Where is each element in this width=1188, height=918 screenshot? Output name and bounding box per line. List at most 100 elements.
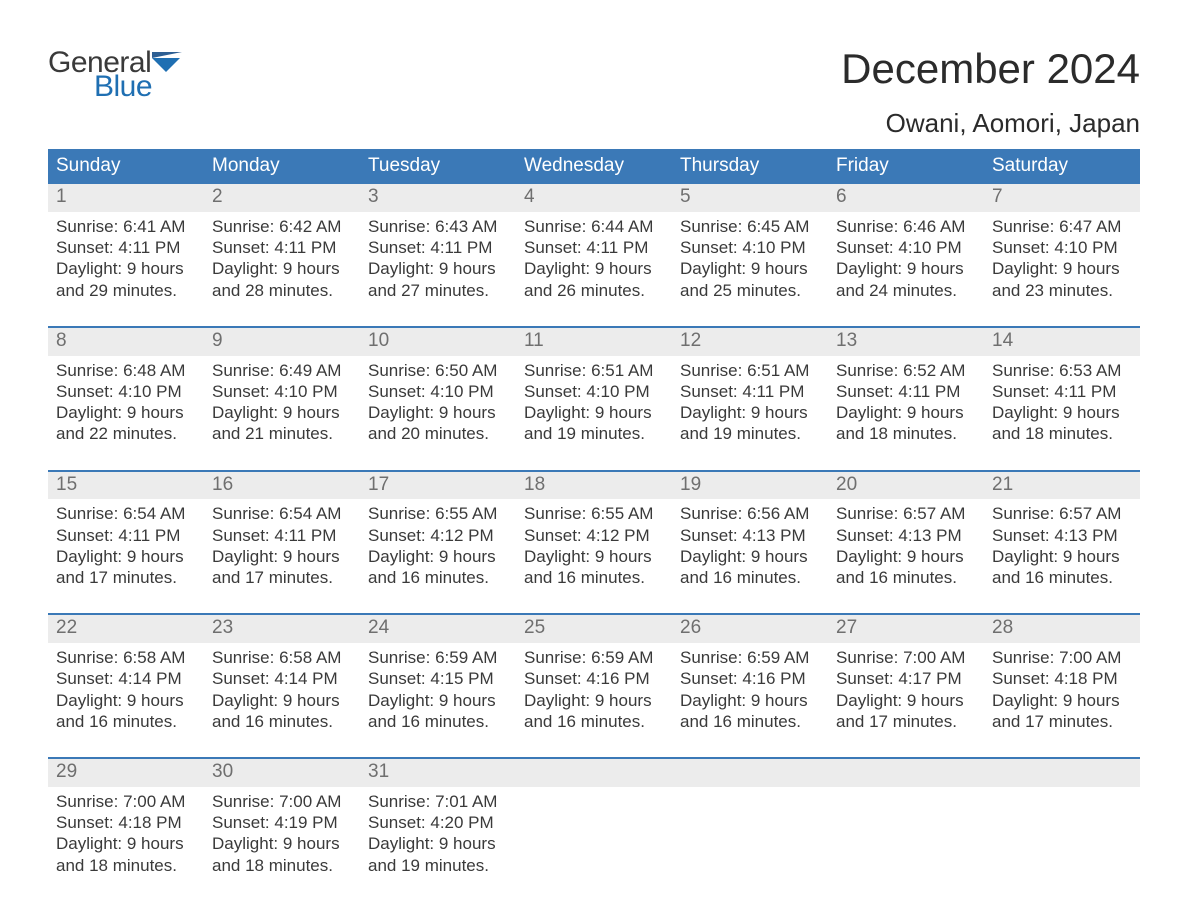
sunset-line: Sunset: 4:12 PM — [524, 525, 664, 546]
sunrise-line: Sunrise: 7:00 AM — [836, 647, 976, 668]
brand-word-2: Blue — [94, 72, 152, 102]
sunrise-line: Sunrise: 6:41 AM — [56, 216, 196, 237]
daylight-line-2: and 18 minutes. — [212, 855, 352, 876]
day-number: . — [828, 759, 984, 787]
sunset-line: Sunset: 4:10 PM — [212, 381, 352, 402]
sunrise-line: Sunrise: 7:00 AM — [212, 791, 352, 812]
daylight-line-2: and 17 minutes. — [836, 711, 976, 732]
day-details: Sunrise: 6:48 AMSunset: 4:10 PMDaylight:… — [48, 356, 204, 452]
day-number: . — [984, 759, 1140, 787]
sunset-line: Sunset: 4:11 PM — [56, 525, 196, 546]
sunset-line: Sunset: 4:10 PM — [680, 237, 820, 258]
sunrise-line: Sunrise: 6:49 AM — [212, 360, 352, 381]
sunrise-line: Sunrise: 6:42 AM — [212, 216, 352, 237]
day-details: Sunrise: 6:42 AMSunset: 4:11 PMDaylight:… — [204, 212, 360, 308]
sunrise-line: Sunrise: 6:59 AM — [368, 647, 508, 668]
calendar-day: . — [516, 759, 672, 883]
day-number: 1 — [48, 184, 204, 212]
day-details: Sunrise: 6:55 AMSunset: 4:12 PMDaylight:… — [516, 499, 672, 595]
sunrise-line: Sunrise: 6:54 AM — [56, 503, 196, 524]
calendar-day: 15Sunrise: 6:54 AMSunset: 4:11 PMDayligh… — [48, 472, 204, 596]
daylight-line-2: and 16 minutes. — [212, 711, 352, 732]
day-details: Sunrise: 6:44 AMSunset: 4:11 PMDaylight:… — [516, 212, 672, 308]
day-number: 28 — [984, 615, 1140, 643]
sunset-line: Sunset: 4:19 PM — [212, 812, 352, 833]
daylight-line-1: Daylight: 9 hours — [680, 546, 820, 567]
daylight-line-2: and 16 minutes. — [524, 567, 664, 588]
day-details: Sunrise: 6:57 AMSunset: 4:13 PMDaylight:… — [828, 499, 984, 595]
sunset-line: Sunset: 4:10 PM — [992, 237, 1132, 258]
daylight-line-2: and 19 minutes. — [368, 855, 508, 876]
day-number: 13 — [828, 328, 984, 356]
calendar-week: 1 Sunrise: 6:41 AMSunset: 4:11 PM Daylight… — [48, 184, 1140, 308]
weekday-header: Monday — [204, 149, 360, 184]
day-number: 24 — [360, 615, 516, 643]
sunset-line: Sunset: 4:16 PM — [524, 668, 664, 689]
flag-icon — [152, 52, 186, 83]
calendar-week: 15Sunrise: 6:54 AMSunset: 4:11 PMDayligh… — [48, 470, 1140, 596]
daylight-line-2: and 16 minutes. — [680, 567, 820, 588]
daylight-line-1: Daylight: 9 hours — [836, 690, 976, 711]
location-text: Owani, Aomori, Japan — [841, 108, 1140, 139]
day-details — [828, 787, 984, 791]
day-details: Sunrise: 6:49 AMSunset: 4:10 PMDaylight:… — [204, 356, 360, 452]
sunrise-line: Sunrise: 6:58 AM — [212, 647, 352, 668]
day-number: 5 — [672, 184, 828, 212]
day-details: Sunrise: 6:59 AMSunset: 4:15 PMDaylight:… — [360, 643, 516, 739]
daylight-line-2: and 25 minutes. — [680, 280, 820, 301]
day-number: 19 — [672, 472, 828, 500]
sunrise-line: Sunrise: 6:55 AM — [368, 503, 508, 524]
calendar-day: 19Sunrise: 6:56 AMSunset: 4:13 PMDayligh… — [672, 472, 828, 596]
weekday-header: Saturday — [984, 149, 1140, 184]
header-row: General Blue December 2024 Owani, Aomori… — [48, 48, 1140, 139]
sunrise-line: Sunrise: 6:48 AM — [56, 360, 196, 381]
calendar-day: 26Sunrise: 6:59 AMSunset: 4:16 PMDayligh… — [672, 615, 828, 739]
sunrise-line: Sunrise: 6:43 AM — [368, 216, 508, 237]
day-details: Sunrise: 6:51 AMSunset: 4:11 PMDaylight:… — [672, 356, 828, 452]
sunset-line: Sunset: 4:18 PM — [992, 668, 1132, 689]
calendar-day: 25Sunrise: 6:59 AMSunset: 4:16 PMDayligh… — [516, 615, 672, 739]
daylight-line-2: and 16 minutes. — [368, 567, 508, 588]
sunrise-line: Sunrise: 6:58 AM — [56, 647, 196, 668]
sunset-line: Sunset: 4:11 PM — [56, 237, 196, 258]
day-number: 25 — [516, 615, 672, 643]
sunset-line: Sunset: 4:10 PM — [368, 381, 508, 402]
calendar-day: 7Sunrise: 6:47 AMSunset: 4:10 PMDaylight… — [984, 184, 1140, 308]
weekday-header: Friday — [828, 149, 984, 184]
daylight-line-2: and 19 minutes. — [680, 423, 820, 444]
sunset-line: Sunset: 4:18 PM — [56, 812, 196, 833]
calendar-day: 18Sunrise: 6:55 AMSunset: 4:12 PMDayligh… — [516, 472, 672, 596]
day-details: Sunrise: 6:59 AMSunset: 4:16 PMDaylight:… — [672, 643, 828, 739]
sunrise-line: Sunrise: 6:45 AM — [680, 216, 820, 237]
calendar-week: 8Sunrise: 6:48 AMSunset: 4:10 PMDaylight… — [48, 326, 1140, 452]
sunrise-line: Sunrise: 6:57 AM — [836, 503, 976, 524]
day-details: Sunrise: 7:00 AMSunset: 4:17 PMDaylight:… — [828, 643, 984, 739]
daylight-line-2: and 22 minutes. — [56, 423, 196, 444]
calendar-day: 27Sunrise: 7:00 AMSunset: 4:17 PMDayligh… — [828, 615, 984, 739]
day-number: 6 — [828, 184, 984, 212]
daylight-line-2: and 21 minutes. — [212, 423, 352, 444]
daylight-line-1: Daylight: 9 hours — [56, 546, 196, 567]
calendar-day: 8Sunrise: 6:48 AMSunset: 4:10 PMDaylight… — [48, 328, 204, 452]
day-details: Sunrise: 6:52 AMSunset: 4:11 PMDaylight:… — [828, 356, 984, 452]
brand-text: General Blue — [48, 48, 152, 102]
daylight-line-1: Daylight: 9 hours — [524, 258, 664, 279]
daylight-line-1: Daylight: 9 hours — [992, 546, 1132, 567]
daylight-line-2: and 17 minutes. — [212, 567, 352, 588]
sunrise-line: Sunrise: 6:52 AM — [836, 360, 976, 381]
daylight-line-1: Daylight: 9 hours — [212, 690, 352, 711]
calendar-day: 20Sunrise: 6:57 AMSunset: 4:13 PMDayligh… — [828, 472, 984, 596]
daylight-line-1: Daylight: 9 hours — [368, 690, 508, 711]
day-number: 21 — [984, 472, 1140, 500]
calendar-day: 31Sunrise: 7:01 AMSunset: 4:20 PMDayligh… — [360, 759, 516, 883]
day-number: 23 — [204, 615, 360, 643]
sunset-line: Sunset: 4:10 PM — [56, 381, 196, 402]
day-number: 16 — [204, 472, 360, 500]
day-number: 11 — [516, 328, 672, 356]
day-number: 10 — [360, 328, 516, 356]
daylight-line-2: and 16 minutes. — [836, 567, 976, 588]
daylight-line-2: and 17 minutes. — [56, 567, 196, 588]
day-number: 3 — [360, 184, 516, 212]
calendar-day: 5Sunrise: 6:45 AMSunset: 4:10 PMDaylight… — [672, 184, 828, 308]
sunset-line: Sunset: 4:15 PM — [368, 668, 508, 689]
